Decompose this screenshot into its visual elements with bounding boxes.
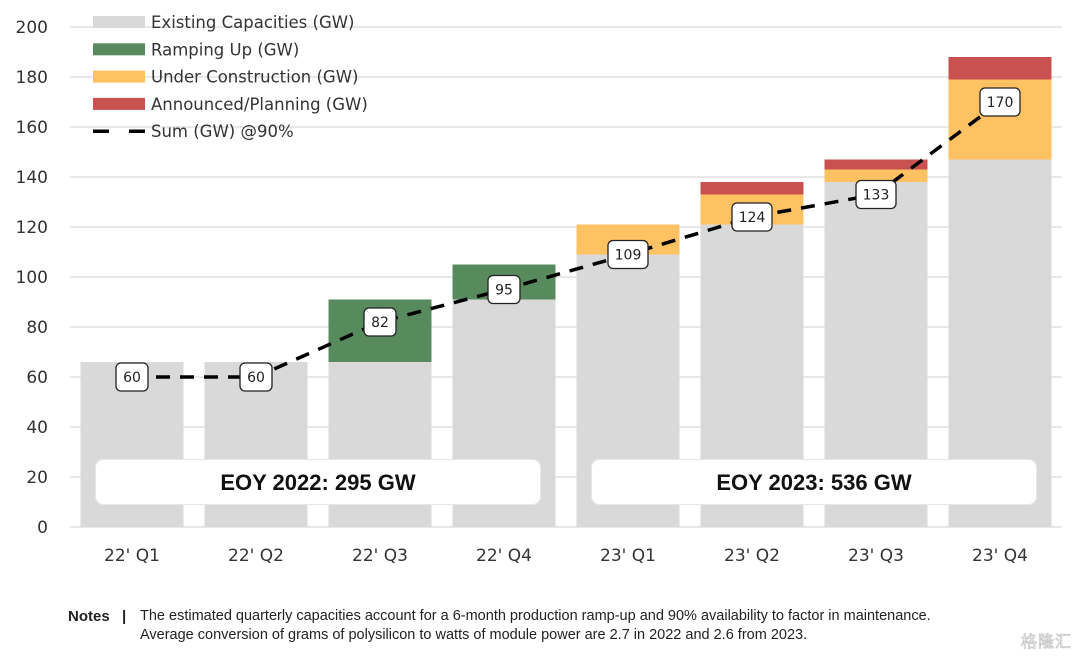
x-tick-label: 22' Q3: [352, 546, 408, 566]
y-tick-label: 200: [16, 18, 48, 38]
x-tick-label: 23' Q3: [848, 546, 904, 566]
y-tick-label: 0: [37, 518, 48, 538]
x-tick-label: 23' Q2: [724, 546, 780, 566]
data-label-box: [607, 239, 649, 270]
data-label-text: 109: [615, 248, 642, 264]
data-label-text: 133: [863, 188, 890, 204]
watermark: 格隆汇: [1020, 632, 1072, 652]
y-tick-label: 180: [16, 68, 48, 88]
legend-label: Ramping Up (GW): [151, 40, 299, 59]
notes-separator: |: [122, 608, 127, 625]
data-label-box: [855, 179, 897, 210]
y-tick-label: 100: [16, 268, 48, 288]
y-tick-label: 40: [26, 418, 48, 438]
data-label: 109: [607, 239, 649, 270]
eoy-annotation-text: EOY 2023: 536 GW: [716, 470, 911, 495]
bar-segment: [824, 169, 928, 182]
y-tick-label: 20: [26, 468, 48, 488]
y-tick-label: 120: [16, 218, 48, 238]
legend-label: Announced/Planning (GW): [151, 95, 368, 114]
notes-line: Average conversion of grams of polysilic…: [140, 627, 808, 643]
bar-segment: [824, 159, 928, 170]
legend-swatch: [93, 16, 145, 28]
y-tick-label: 80: [26, 318, 48, 338]
bar-segment: [948, 57, 1052, 80]
data-label-text: 82: [371, 315, 389, 331]
x-tick-label: 23' Q1: [600, 546, 656, 566]
data-label-text: 95: [495, 283, 513, 299]
legend: Existing Capacities (GW) Ramping Up (GW) U…: [93, 13, 368, 141]
data-label-box: [363, 307, 397, 337]
data-label: 95: [487, 274, 521, 305]
data-label: 133: [855, 179, 897, 210]
legend-label: Existing Capacities (GW): [151, 13, 355, 32]
data-label: 82: [363, 307, 397, 337]
y-tick-label: 140: [16, 168, 48, 188]
data-label-box: [487, 274, 521, 305]
notes-line: The estimated quarterly capacities accou…: [140, 608, 931, 624]
data-label-text: 60: [123, 370, 141, 386]
x-tick-label: 22' Q4: [476, 546, 532, 566]
legend-label: Under Construction (GW): [151, 68, 358, 87]
bar-segment: [700, 182, 804, 195]
data-label-box: [239, 362, 273, 392]
data-label: 124: [731, 202, 773, 232]
eoy-annotations: EOY 2022: 295 GW EOY 2023: 536 GW: [95, 459, 1037, 505]
x-tick-label: 23' Q4: [972, 546, 1028, 566]
eoy-annotation-text: EOY 2022: 295 GW: [220, 470, 415, 495]
sum-line: 60 60 82 95 109 124 133 170: [115, 87, 1021, 392]
legend-label: Sum (GW) @90%: [151, 122, 294, 141]
data-label: 170: [979, 87, 1021, 117]
y-tick-label: 60: [26, 368, 48, 388]
legend-swatch: [93, 43, 145, 56]
data-label-box: [731, 202, 773, 232]
stacked-bar-chart: 0 20 40 60 80 100 120 140 160 180 200 EOY 2022: 29…: [16, 13, 1062, 566]
data-label: 60: [115, 362, 149, 392]
x-axis-ticks: 22' Q1 22' Q2 22' Q3 22' Q4 23' Q1 23' Q2 23' …: [104, 546, 1028, 566]
data-label-text: 170: [987, 95, 1014, 111]
data-label-text: 124: [739, 210, 766, 226]
legend-swatch: [93, 70, 145, 83]
legend-swatch: [93, 97, 145, 110]
data-label: 60: [239, 362, 273, 392]
eoy-annotation-box: [591, 459, 1037, 505]
sum-line-path: [132, 100, 1002, 379]
x-tick-label: 22' Q2: [228, 546, 284, 566]
data-label-text: 60: [247, 370, 265, 386]
y-tick-label: 160: [16, 118, 48, 138]
notes-title: Notes: [68, 608, 110, 625]
data-label-box: [979, 87, 1021, 117]
eoy-annotation-box: [95, 459, 541, 505]
data-label-box: [115, 362, 149, 392]
y-axis-ticks: 0 20 40 60 80 100 120 140 160 180 200: [16, 18, 48, 538]
x-tick-label: 22' Q1: [104, 546, 160, 566]
notes-body: The estimated quarterly capacities accou…: [140, 607, 1070, 645]
